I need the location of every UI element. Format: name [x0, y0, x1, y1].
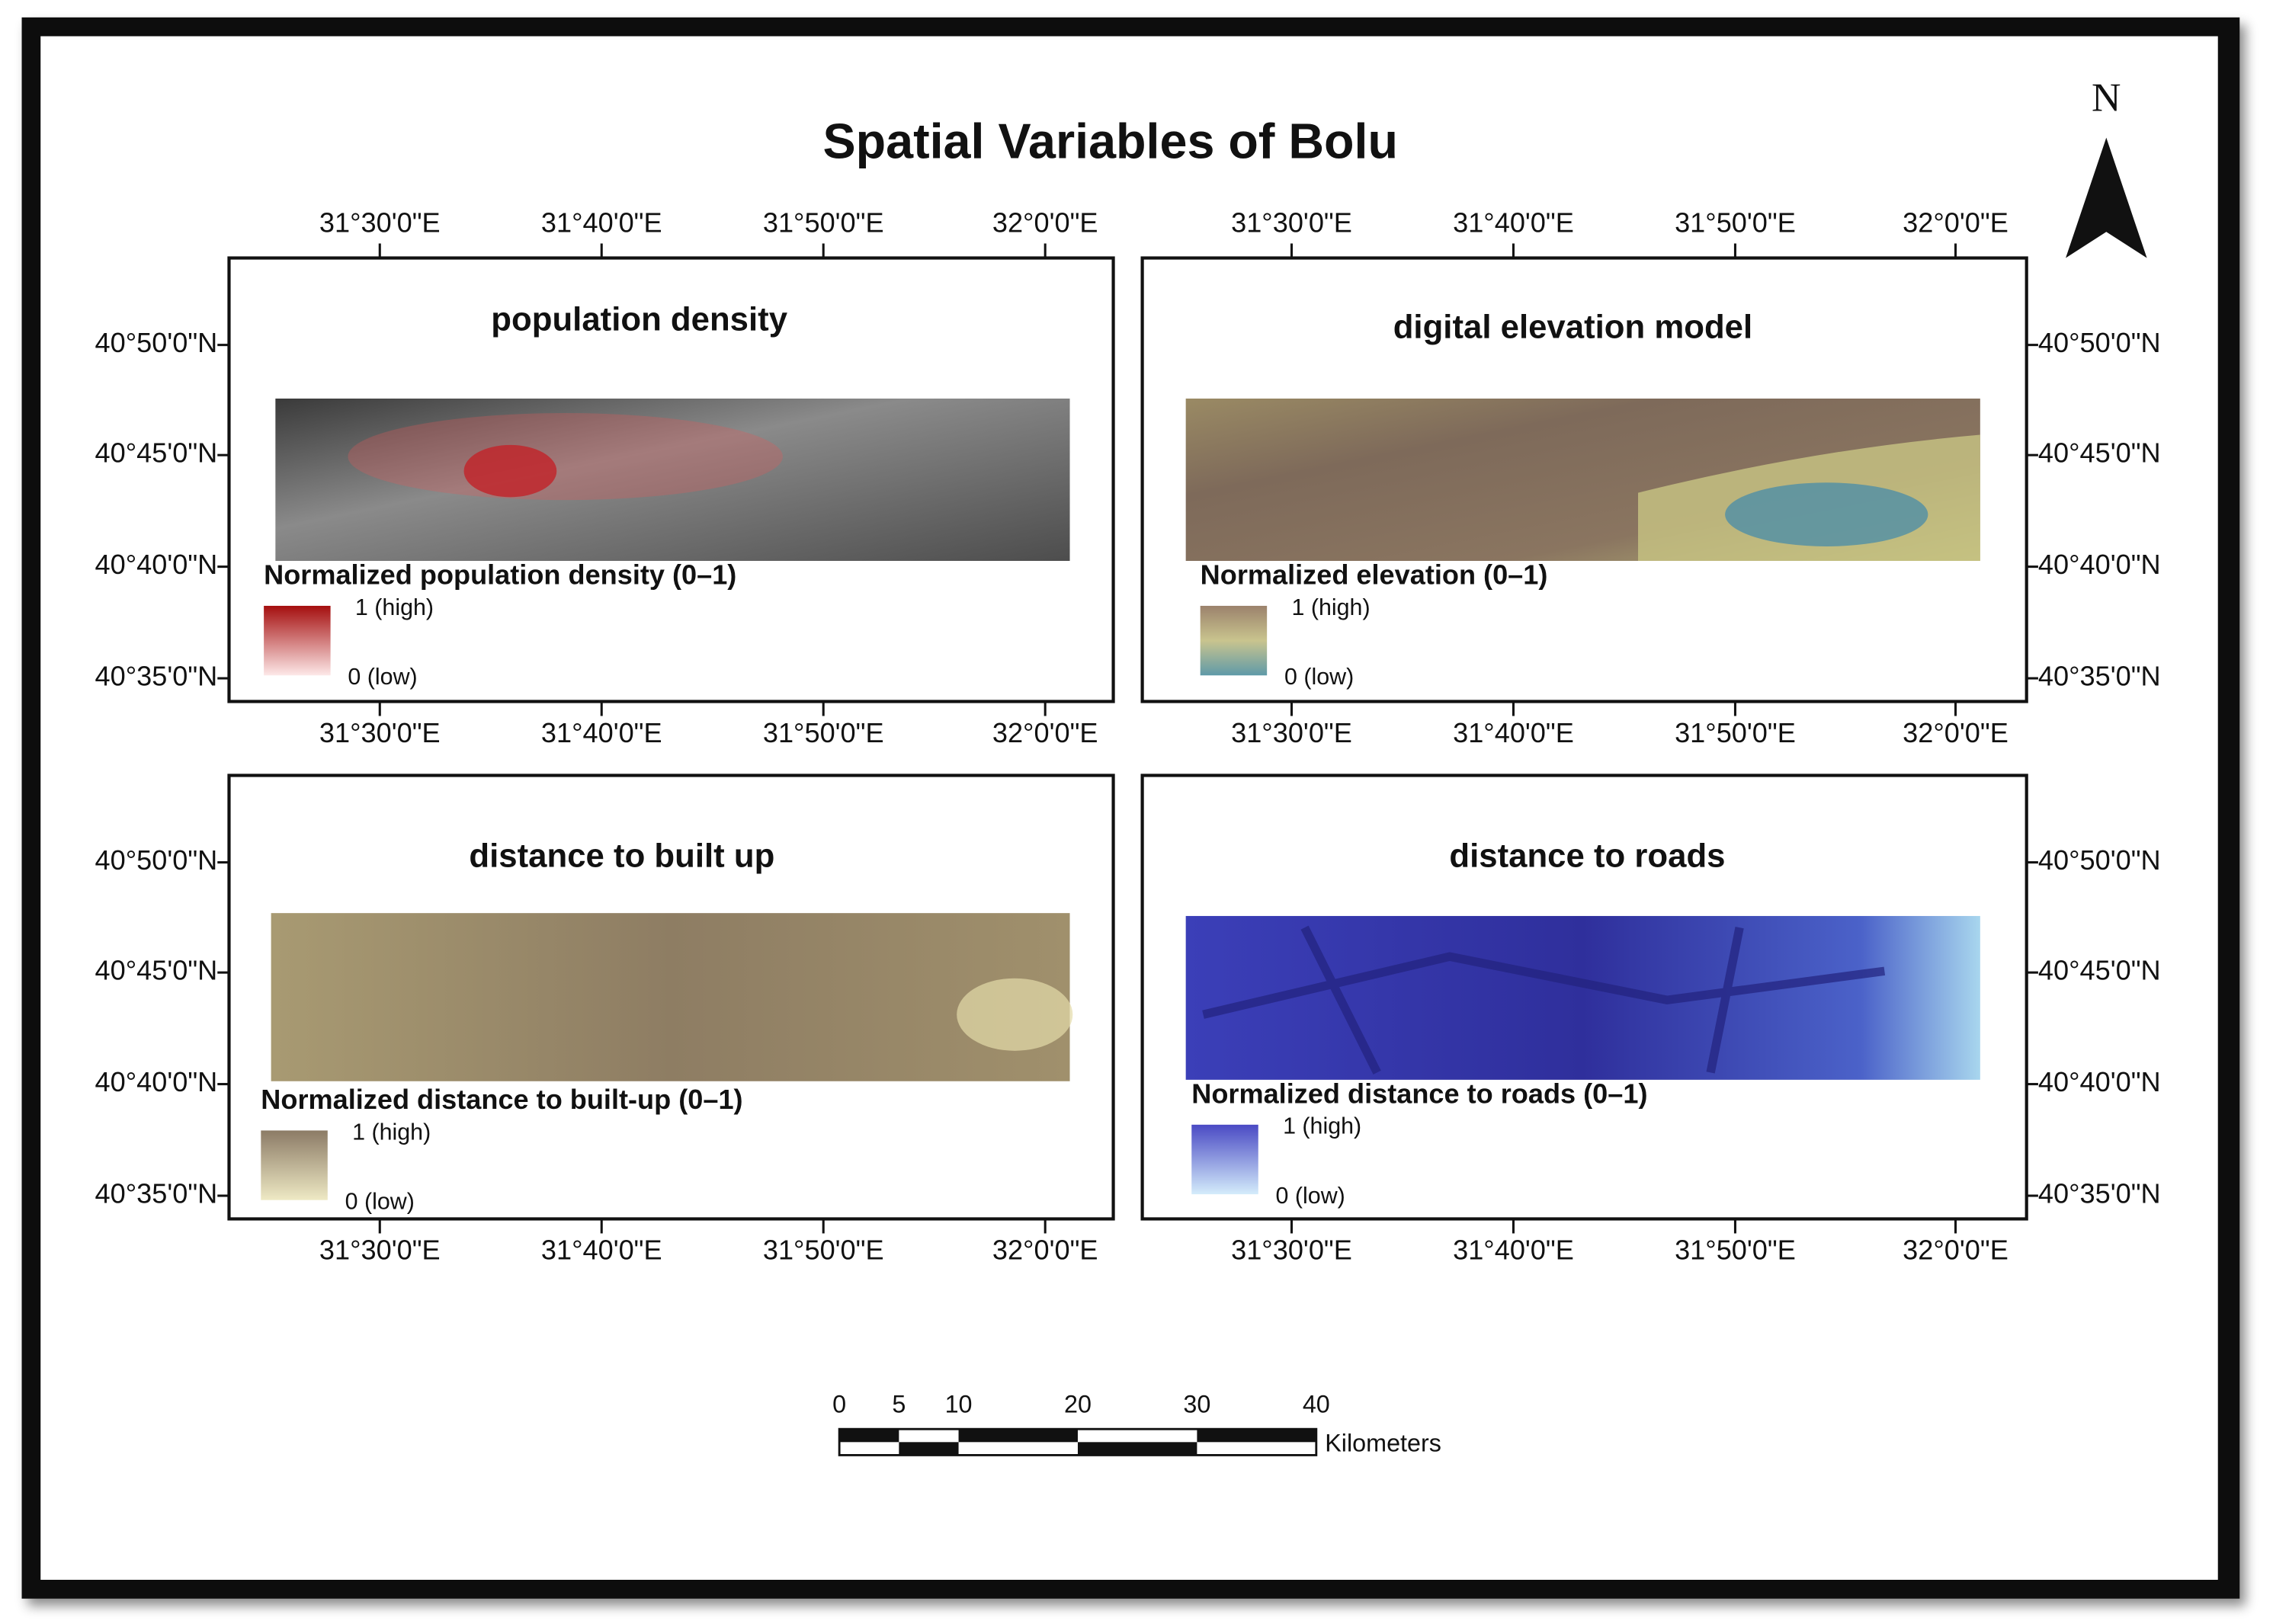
- scale-segment: [1077, 1442, 1197, 1456]
- lat-label: 40°45'0"N: [2038, 437, 2161, 469]
- lon-label: 31°30'0"E: [1231, 717, 1352, 748]
- legend-swatch: [261, 1130, 328, 1200]
- lon-label: 31°40'0"E: [1453, 717, 1574, 748]
- scale-segment: [958, 1429, 1078, 1443]
- scale-label: 30: [1183, 1390, 1210, 1417]
- legend-low: 0 (low): [348, 664, 417, 690]
- lon-label: 31°40'0"E: [1453, 1235, 1574, 1266]
- near-area: [957, 978, 1073, 1051]
- legend-title: Normalized elevation (0–1): [1201, 559, 1548, 590]
- raster: [1185, 915, 1980, 1080]
- legend-swatch: [264, 605, 331, 676]
- panel-title: distance to built up: [469, 837, 774, 874]
- lat-label: 40°35'0"N: [95, 1178, 218, 1209]
- map-title: Spatial Variables of Bolu: [822, 113, 1398, 168]
- panel-title: digital elevation model: [1393, 308, 1752, 345]
- north-arrow: [2066, 137, 2147, 258]
- scale-label: 20: [1064, 1390, 1092, 1417]
- legend-low: 0 (low): [1284, 664, 1354, 690]
- panel-title: population density: [491, 301, 787, 338]
- lat-label: 40°35'0"N: [2038, 661, 2161, 692]
- legend-low: 0 (low): [1276, 1183, 1345, 1209]
- lat-label: 40°40'0"N: [95, 549, 218, 580]
- lat-label: 40°50'0"N: [2038, 327, 2161, 358]
- raster: [271, 913, 1070, 1081]
- lon-label: 31°50'0"E: [1675, 1235, 1796, 1266]
- scale-segment: [899, 1442, 959, 1456]
- legend-high: 1 (high): [1291, 594, 1370, 620]
- lon-label: 31°40'0"E: [541, 717, 662, 748]
- legend-low: 0 (low): [345, 1189, 415, 1215]
- scale-label: 0: [832, 1390, 846, 1417]
- scale-segment: [1197, 1429, 1316, 1443]
- lat-label: 40°35'0"N: [95, 661, 218, 692]
- lon-label: 32°0'0"E: [992, 207, 1098, 238]
- lon-label: 32°0'0"E: [1903, 207, 2009, 238]
- lon-label: 32°0'0"E: [1903, 1235, 2009, 1266]
- legend-high: 1 (high): [355, 594, 434, 620]
- lon-label: 31°50'0"E: [1675, 717, 1796, 748]
- raster: [275, 399, 1070, 562]
- map-panels: population density Normalized population …: [95, 207, 2161, 1456]
- scale-label: 5: [892, 1390, 906, 1417]
- lon-label: 31°30'0"E: [1231, 1235, 1352, 1266]
- lon-label: 31°40'0"E: [541, 1235, 662, 1266]
- scale-bar: 0 5 10 20 30 40 Kilometers: [832, 1390, 1441, 1456]
- map-panel: digital elevation model Normalized elevat…: [1140, 207, 2161, 748]
- lat-label: 40°50'0"N: [95, 327, 218, 358]
- lon-label: 31°30'0"E: [319, 717, 441, 748]
- urban-core: [463, 444, 557, 498]
- lat-label: 40°40'0"N: [2038, 549, 2161, 580]
- lon-label: 31°50'0"E: [763, 1235, 884, 1266]
- panel-title: distance to roads: [1449, 837, 1725, 874]
- lon-label: 32°0'0"E: [992, 717, 1098, 748]
- legend-swatch: [1191, 1124, 1258, 1195]
- scale-label: 10: [945, 1390, 973, 1417]
- lat-label: 40°45'0"N: [95, 955, 218, 986]
- scale-unit: Kilometers: [1325, 1430, 1441, 1457]
- lat-label: 40°35'0"N: [2038, 1178, 2161, 1209]
- lat-label: 40°50'0"N: [2038, 844, 2161, 876]
- lon-label: 31°40'0"E: [541, 207, 662, 238]
- lat-label: 40°40'0"N: [2038, 1066, 2161, 1097]
- lon-label: 31°50'0"E: [763, 717, 884, 748]
- lon-label: 31°30'0"E: [1231, 207, 1352, 238]
- north-label: N: [2092, 75, 2121, 120]
- legend-high: 1 (high): [1283, 1113, 1361, 1139]
- road-network: [1202, 925, 1886, 1075]
- legend-title: Normalized distance to built-up (0–1): [261, 1084, 742, 1115]
- legend-title: Normalized population density (0–1): [264, 559, 736, 590]
- map-panel: distance to roads Normalized distance to …: [1140, 774, 2161, 1266]
- lon-label: 32°0'0"E: [992, 1235, 1098, 1266]
- legend-title: Normalized distance to roads (0–1): [1191, 1078, 1647, 1109]
- lon-label: 31°50'0"E: [763, 207, 884, 238]
- lat-label: 40°45'0"N: [2038, 955, 2161, 986]
- lon-label: 32°0'0"E: [1903, 717, 2009, 748]
- lat-label: 40°50'0"N: [95, 844, 218, 876]
- lon-label: 31°30'0"E: [319, 207, 441, 238]
- lon-label: 31°50'0"E: [1675, 207, 1796, 238]
- high-elevation: [1725, 482, 1928, 546]
- scale-segment: [839, 1429, 899, 1443]
- map-panel: distance to built up Normalized distance …: [95, 774, 1115, 1266]
- urban-spread: [348, 413, 783, 501]
- legend-swatch: [1200, 605, 1268, 676]
- legend-high: 1 (high): [352, 1119, 431, 1145]
- map-panel: population density Normalized population …: [95, 207, 1115, 748]
- lon-label: 31°40'0"E: [1453, 207, 1574, 238]
- lat-label: 40°45'0"N: [95, 437, 218, 469]
- scale-label: 40: [1303, 1390, 1330, 1417]
- lat-label: 40°40'0"N: [95, 1066, 218, 1097]
- lon-label: 31°30'0"E: [319, 1235, 441, 1266]
